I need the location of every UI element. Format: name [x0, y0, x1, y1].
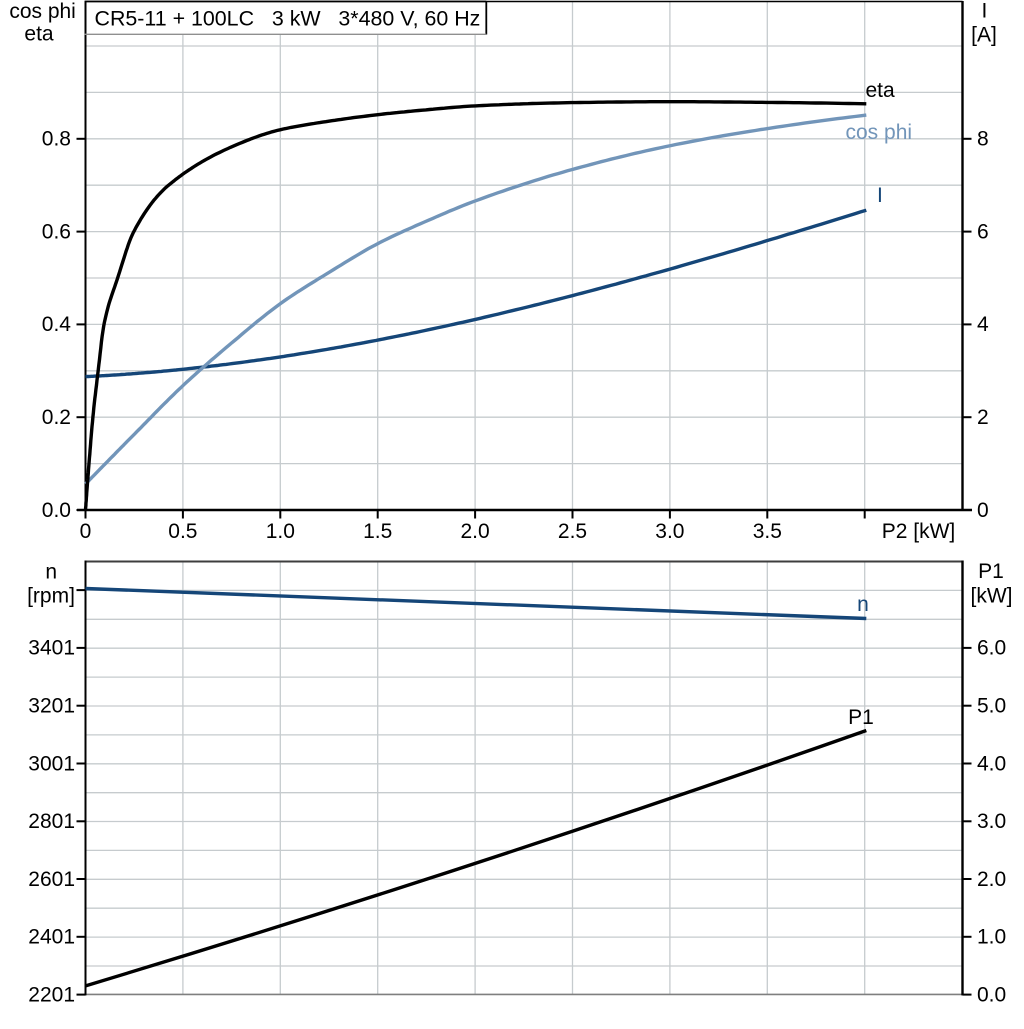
svg-text:1.5: 1.5 — [363, 520, 392, 543]
svg-text:2401: 2401 — [28, 926, 75, 949]
svg-text:4.0: 4.0 — [977, 752, 1006, 775]
svg-text:n: n — [45, 560, 57, 583]
svg-text:2601: 2601 — [28, 868, 75, 891]
svg-text:P1: P1 — [848, 706, 874, 729]
svg-text:cos phi: cos phi — [846, 121, 913, 144]
svg-text:0.8: 0.8 — [42, 128, 71, 151]
svg-text:cos phi: cos phi — [9, 0, 76, 23]
svg-text:I: I — [877, 184, 883, 207]
svg-text:[kW]: [kW] — [971, 584, 1013, 607]
svg-text:0: 0 — [977, 499, 989, 522]
svg-text:0.2: 0.2 — [42, 406, 71, 429]
svg-text:3.0: 3.0 — [655, 520, 684, 543]
svg-text:eta: eta — [24, 23, 54, 46]
svg-text:n: n — [857, 593, 869, 616]
svg-text:3.5: 3.5 — [753, 520, 782, 543]
svg-text:[A]: [A] — [971, 23, 997, 46]
svg-text:I: I — [981, 0, 987, 23]
svg-text:5.0: 5.0 — [977, 695, 1006, 718]
svg-text:2801: 2801 — [28, 810, 75, 833]
svg-text:6.0: 6.0 — [977, 637, 1006, 660]
svg-text:2.5: 2.5 — [558, 520, 587, 543]
svg-text:eta: eta — [866, 79, 896, 102]
svg-text:1.0: 1.0 — [266, 520, 295, 543]
svg-text:0.0: 0.0 — [42, 499, 71, 522]
svg-text:P1: P1 — [978, 560, 1004, 583]
svg-text:1.0: 1.0 — [977, 926, 1006, 949]
svg-text:[rpm]: [rpm] — [27, 584, 75, 607]
svg-text:6: 6 — [977, 220, 989, 243]
svg-text:2.0: 2.0 — [977, 868, 1006, 891]
svg-text:2.0: 2.0 — [460, 520, 489, 543]
svg-text:P2 [kW]: P2 [kW] — [882, 520, 956, 543]
svg-text:2201: 2201 — [28, 983, 75, 1006]
svg-text:0: 0 — [80, 520, 92, 543]
svg-text:0.4: 0.4 — [42, 313, 72, 336]
svg-text:0.6: 0.6 — [42, 220, 71, 243]
svg-text:4: 4 — [977, 313, 989, 336]
svg-text:3201: 3201 — [28, 695, 75, 718]
svg-text:2: 2 — [977, 406, 989, 429]
svg-text:3001: 3001 — [28, 752, 75, 775]
svg-text:3.0: 3.0 — [977, 810, 1006, 833]
svg-text:3401: 3401 — [28, 637, 75, 660]
svg-text:8: 8 — [977, 128, 989, 151]
svg-text:CR5-11 + 100LC 3 kW 3*480: CR5-11 + 100LC 3 kW 3*480 V, 60 Hz — [95, 7, 481, 31]
svg-text:0.5: 0.5 — [168, 520, 197, 543]
svg-text:0.0: 0.0 — [977, 983, 1006, 1006]
